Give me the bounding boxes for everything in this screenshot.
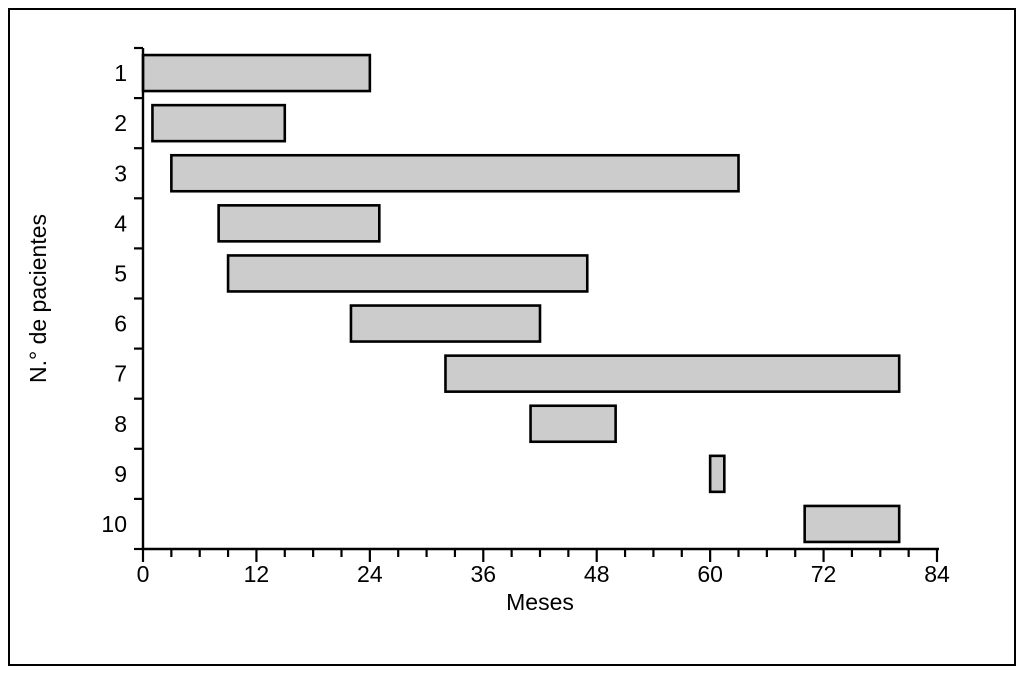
x-tick-label-0: 0 bbox=[137, 561, 150, 587]
bar-patient-5 bbox=[226, 254, 589, 293]
y-tick-label-5: 5 bbox=[114, 261, 127, 287]
x-tick-label-36: 36 bbox=[470, 561, 496, 587]
y-tick-label-3: 3 bbox=[114, 160, 127, 186]
y-tick-label-10: 10 bbox=[101, 511, 127, 537]
bar-patient-1 bbox=[141, 53, 372, 93]
x-tick-label-48: 48 bbox=[584, 561, 610, 587]
y-tick-label-7: 7 bbox=[114, 361, 127, 387]
bar-patient-10 bbox=[803, 504, 901, 544]
x-tick-label-72: 72 bbox=[811, 561, 837, 587]
y-tick-label-4: 4 bbox=[114, 210, 127, 236]
bar-patient-7 bbox=[444, 354, 901, 393]
y-tick-label-6: 6 bbox=[114, 311, 127, 337]
x-tick-label-60: 60 bbox=[697, 561, 723, 587]
x-tick-label-12: 12 bbox=[244, 561, 270, 587]
bar-patient-2 bbox=[151, 103, 287, 143]
y-tick-label-8: 8 bbox=[114, 411, 127, 437]
bar-patient-4 bbox=[217, 204, 381, 243]
x-tick-label-84: 84 bbox=[924, 561, 950, 587]
y-tick-label-1: 1 bbox=[114, 60, 127, 86]
y-tick-label-9: 9 bbox=[114, 461, 127, 487]
bar-patient-3 bbox=[170, 153, 740, 193]
y-tick-label-2: 2 bbox=[114, 110, 127, 136]
bar-patient-6 bbox=[349, 304, 542, 343]
y-axis-title: N.° de pacientes bbox=[25, 214, 51, 383]
bar-patient-9 bbox=[708, 454, 726, 494]
x-tick-label-24: 24 bbox=[357, 561, 383, 587]
bar-patient-8 bbox=[529, 404, 617, 444]
x-axis-title: Meses bbox=[506, 589, 574, 615]
